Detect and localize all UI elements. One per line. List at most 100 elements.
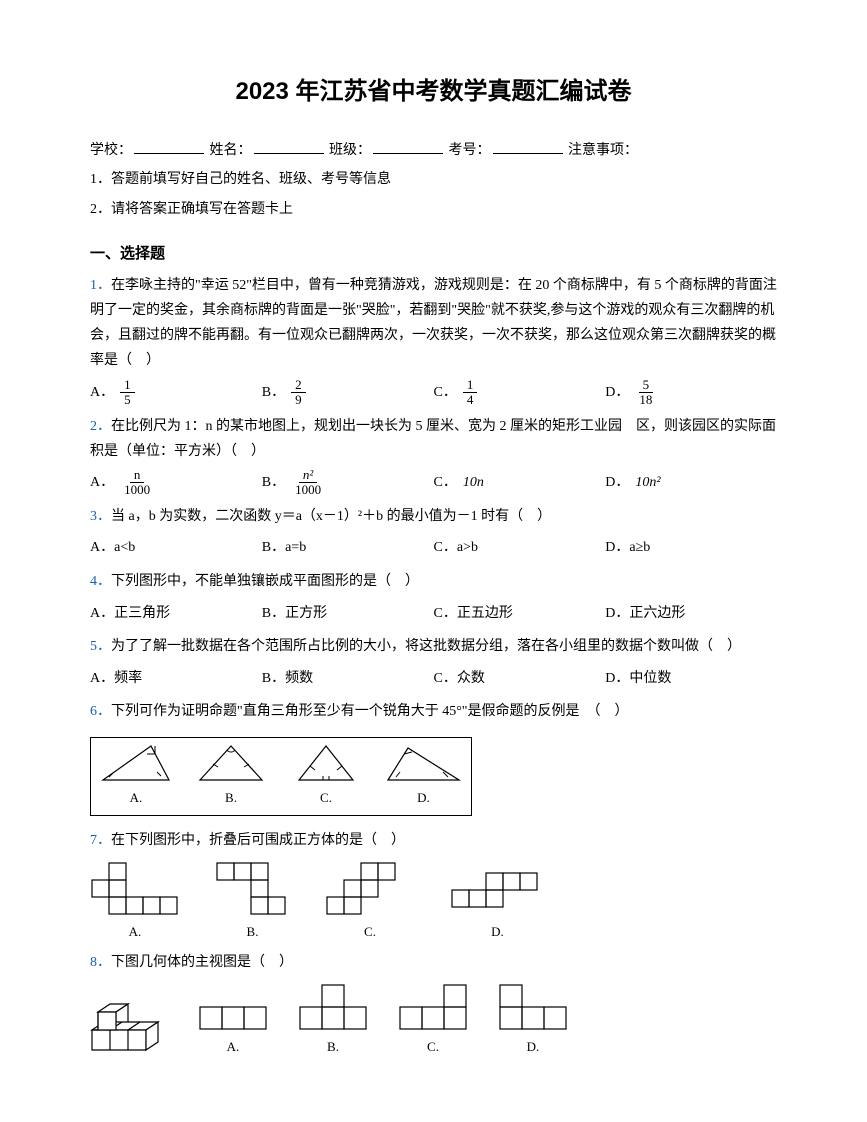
question-4: 4．下列图形中，不能单独镶嵌成平面图形的是（ ） — [90, 569, 777, 594]
q4-opt-a: A．正三角形 — [90, 598, 262, 628]
class-blank — [373, 139, 443, 154]
q5-opt-b: B．频数 — [262, 663, 434, 693]
q7-text: 在下列图形中，折叠后可围成正方体的是（ ） — [111, 833, 405, 848]
q2-opt-a: A．n1000 — [90, 468, 262, 498]
q2-b-frac: n²1000 — [291, 468, 325, 498]
q1-options: A．15 B．29 C．14 D． 518 — [90, 378, 777, 408]
solid-3d-icon — [90, 1000, 168, 1058]
q2-d-text: 10n² — [635, 470, 660, 495]
q2-opt-b: B．n²1000 — [262, 468, 434, 498]
q6-fig-a: A. — [101, 744, 171, 809]
q1-num: 1． — [90, 278, 111, 293]
q4-num: 4． — [90, 574, 111, 589]
q3-opt-d: D．a≥b — [605, 533, 777, 563]
class-label: 班级： — [329, 143, 371, 158]
view-c-icon — [398, 983, 468, 1031]
q4-options: A．正三角形 B．正方形 C．正五边形 D．正六边形 — [90, 598, 777, 628]
q3-text: 当 a，b 为实数，二次函数 y＝a（x－1）²＋b 的最小值为－1 时有（ ） — [111, 509, 551, 524]
question-5: 5．为了了解一批数据在各个范围所占比例的大小，将这批数据分组，落在各小组里的数据… — [90, 634, 777, 659]
header-fields: 学校： 姓名： 班级： 考号： 注意事项： — [90, 138, 777, 163]
q6-text: 下列可作为证明命题"直角三角形至少有一个锐角大于 45°"是假命题的反例是 （ … — [111, 704, 629, 719]
q7-fig-c: C. — [325, 861, 415, 943]
question-6: 6．下列可作为证明命题"直角三角形至少有一个锐角大于 45°"是假命题的反例是 … — [90, 699, 777, 724]
q8-fig-b: B. — [298, 983, 368, 1058]
q6-fig-d: D. — [386, 744, 461, 809]
q3-opt-b: B．a=b — [262, 533, 434, 563]
view-d-icon — [498, 983, 568, 1031]
triangle-obtuse-icon — [386, 744, 461, 782]
q1-c-frac: 14 — [463, 378, 478, 408]
question-2: 2．在比例尺为 1：n 的某市地图上，规划出一块长为 5 厘米、宽为 2 厘米的… — [90, 414, 777, 464]
q3-options: A．a<b B．a=b C．a>b D．a≥b — [90, 533, 777, 563]
question-1: 1．在李咏主持的"幸运 52"栏目中，曾有一种竞猜游戏，游戏规则是：在 20 个… — [90, 273, 777, 374]
q5-opt-d: D．中位数 — [605, 663, 777, 693]
q6-fig-b: B. — [196, 744, 266, 809]
q4-opt-d: D．正六边形 — [605, 598, 777, 628]
q1-a-frac: 15 — [120, 378, 135, 408]
q1-opt-b: B．29 — [262, 378, 434, 408]
q8-fig-d: D. — [498, 983, 568, 1058]
triangle-equilateral-icon — [291, 744, 361, 782]
q4-opt-c: C．正五边形 — [434, 598, 606, 628]
question-8: 8．下图几何体的主视图是（ ） — [90, 950, 777, 975]
q7-fig-d: D. — [450, 871, 545, 943]
net-b-icon — [215, 861, 290, 916]
q1-b-frac: 29 — [291, 378, 306, 408]
q4-text: 下列图形中，不能单独镶嵌成平面图形的是（ ） — [111, 574, 419, 589]
view-a-icon — [198, 1003, 268, 1031]
q1-opt-c: C．14 — [434, 378, 606, 408]
q1-opt-d: D． 518 — [605, 378, 777, 408]
q2-options: A．n1000 B．n²1000 C．10n D．10n² — [90, 468, 777, 498]
q3-opt-c: C．a>b — [434, 533, 606, 563]
q6-num: 6． — [90, 704, 111, 719]
q2-opt-c: C．10n — [434, 468, 606, 498]
q2-num: 2． — [90, 419, 111, 434]
q3-num: 3． — [90, 509, 111, 524]
q1-d-frac: 518 — [635, 378, 656, 408]
number-label: 考号： — [449, 143, 491, 158]
q7-fig-a: A. — [90, 861, 180, 943]
q1-opt-a: A．15 — [90, 378, 262, 408]
triangle-right-icon — [101, 744, 171, 782]
q7-num: 7． — [90, 833, 111, 848]
q5-options: A．频率 B．频数 C．众数 D．中位数 — [90, 663, 777, 693]
instruction-2: 2．请将答案正确填写在答题卡上 — [90, 197, 777, 222]
q3-opt-a: A．a<b — [90, 533, 262, 563]
q1-a-label: A． — [90, 380, 114, 405]
q8-solid — [90, 1000, 168, 1058]
q5-opt-c: C．众数 — [434, 663, 606, 693]
net-c-icon — [325, 861, 415, 916]
view-b-icon — [298, 983, 368, 1031]
page-title: 2023 年江苏省中考数学真题汇编试卷 — [90, 70, 777, 113]
net-a-icon — [90, 861, 180, 916]
q2-a-frac: n1000 — [120, 468, 154, 498]
q7-figures: A. B. C. D. — [90, 861, 777, 943]
q1-d-label: D． — [605, 380, 629, 405]
q8-text: 下图几何体的主视图是（ ） — [111, 955, 293, 970]
q7-fig-b: B. — [215, 861, 290, 943]
q4-opt-b: B．正方形 — [262, 598, 434, 628]
q1-c-label: C． — [434, 380, 457, 405]
q5-num: 5． — [90, 639, 111, 654]
q5-text: 为了了解一批数据在各个范围所占比例的大小，将这批数据分组，落在各小组里的数据个数… — [111, 639, 741, 654]
number-blank — [493, 139, 563, 154]
q1-text: 在李咏主持的"幸运 52"栏目中，曾有一种竞猜游戏，游戏规则是：在 20 个商标… — [90, 278, 777, 369]
q6-fig-c: C. — [291, 744, 361, 809]
q2-opt-d: D．10n² — [605, 468, 777, 498]
net-d-icon — [450, 871, 545, 916]
school-label: 学校： — [90, 143, 132, 158]
q8-fig-a: A. — [198, 1003, 268, 1058]
q8-figures: A. B. C. D. — [90, 983, 777, 1058]
question-3: 3．当 a，b 为实数，二次函数 y＝a（x－1）²＋b 的最小值为－1 时有（… — [90, 504, 777, 529]
q6-figures: A. B. C. D. — [90, 737, 472, 816]
section-1-title: 一、选择题 — [90, 240, 777, 267]
question-7: 7．在下列图形中，折叠后可围成正方体的是（ ） — [90, 828, 777, 853]
triangle-isoceles-icon — [196, 744, 266, 782]
name-blank — [254, 139, 324, 154]
q8-num: 8． — [90, 955, 111, 970]
q2-c-text: 10n — [463, 470, 484, 495]
q8-fig-c: C. — [398, 983, 468, 1058]
notice-label: 注意事项： — [568, 143, 638, 158]
name-label: 姓名： — [210, 143, 252, 158]
school-blank — [134, 139, 204, 154]
